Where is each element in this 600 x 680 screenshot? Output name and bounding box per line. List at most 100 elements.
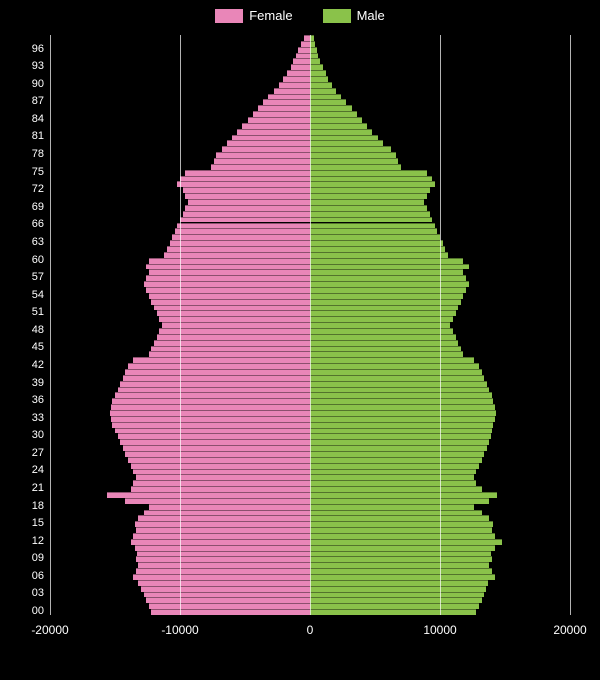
bar-female xyxy=(138,580,310,586)
bar-female xyxy=(149,351,310,357)
swatch-male xyxy=(323,9,351,23)
bar-male xyxy=(310,94,341,100)
bar-male xyxy=(310,228,437,234)
bar-female xyxy=(151,346,310,352)
y-axis-label: 87 xyxy=(16,96,44,107)
bar-female xyxy=(136,527,310,533)
bar-male xyxy=(310,533,495,539)
bar-male xyxy=(310,123,367,129)
bar-female xyxy=(253,111,310,117)
bar-female xyxy=(211,164,310,170)
bar-male xyxy=(310,53,318,59)
bar-female xyxy=(133,357,310,363)
bar-female xyxy=(107,492,310,498)
bar-male xyxy=(310,422,493,428)
bar-male xyxy=(310,299,461,305)
bar-male xyxy=(310,234,440,240)
bar-male xyxy=(310,340,458,346)
y-axis-label: 51 xyxy=(16,307,44,318)
bar-female xyxy=(136,474,310,480)
bar-female xyxy=(128,363,310,369)
gridline xyxy=(440,35,441,615)
legend-label-male: Male xyxy=(357,8,385,23)
bar-male xyxy=(310,539,502,545)
y-axis-label: 54 xyxy=(16,290,44,301)
bar-male xyxy=(310,363,479,369)
bar-male xyxy=(310,592,484,598)
bar-female xyxy=(135,545,311,551)
bar-female xyxy=(144,510,310,516)
y-axis-label: 81 xyxy=(16,131,44,142)
bar-female xyxy=(154,305,310,311)
bar-male xyxy=(310,428,492,434)
bar-male xyxy=(310,463,479,469)
y-axis-label: 69 xyxy=(16,202,44,213)
bar-male xyxy=(310,170,427,176)
bar-female xyxy=(268,94,310,100)
bar-female xyxy=(115,428,310,434)
bar-male xyxy=(310,492,497,498)
y-axis-label: 63 xyxy=(16,237,44,248)
bar-female xyxy=(227,140,310,146)
bar-female xyxy=(180,217,310,223)
bar-male xyxy=(310,205,427,211)
bar-female xyxy=(112,422,310,428)
bar-female xyxy=(279,82,310,88)
bar-female xyxy=(131,486,310,492)
bar-female xyxy=(133,480,310,486)
bar-female xyxy=(214,158,310,164)
chart-area: -20000-100000100002000000030609121518212… xyxy=(50,35,570,645)
bar-female xyxy=(146,287,310,293)
bar-male xyxy=(310,597,482,603)
y-axis-label: 24 xyxy=(16,465,44,476)
bar-female xyxy=(287,70,310,76)
bar-female xyxy=(118,387,310,393)
y-axis-label: 27 xyxy=(16,448,44,459)
bar-male xyxy=(310,527,492,533)
bar-male xyxy=(310,574,495,580)
bar-female xyxy=(242,123,310,129)
bar-male xyxy=(310,140,383,146)
bar-female xyxy=(185,205,310,211)
bar-male xyxy=(310,381,487,387)
bar-male xyxy=(310,451,484,457)
bar-male xyxy=(310,433,491,439)
bar-female xyxy=(118,433,310,439)
bar-female xyxy=(115,392,310,398)
y-axis-label: 12 xyxy=(16,536,44,547)
bar-male xyxy=(310,375,484,381)
bar-male xyxy=(310,580,488,586)
legend-label-female: Female xyxy=(249,8,292,23)
bar-female xyxy=(185,170,310,176)
y-axis-label: 00 xyxy=(16,606,44,617)
bar-male xyxy=(310,334,456,340)
bar-male xyxy=(310,111,357,117)
y-axis-label: 42 xyxy=(16,360,44,371)
bar-male xyxy=(310,310,456,316)
bar-female xyxy=(125,451,310,457)
bar-male xyxy=(310,474,474,480)
bar-female xyxy=(135,521,311,527)
bar-male xyxy=(310,346,461,352)
bar-male xyxy=(310,586,486,592)
y-axis-label: 06 xyxy=(16,571,44,582)
bar-male xyxy=(310,515,489,521)
bar-female xyxy=(222,146,310,152)
bar-female xyxy=(291,64,311,70)
bar-female xyxy=(146,275,310,281)
bar-female xyxy=(144,281,310,287)
bar-male xyxy=(310,217,432,223)
bar-male xyxy=(310,445,487,451)
bar-male xyxy=(310,316,453,322)
bar-male xyxy=(310,70,326,76)
bar-female xyxy=(149,293,310,299)
bar-female xyxy=(283,76,310,82)
bar-male xyxy=(310,603,479,609)
bar-male xyxy=(310,322,450,328)
y-axis-label: 60 xyxy=(16,255,44,266)
bar-female xyxy=(149,504,310,510)
bar-male xyxy=(310,562,489,568)
bar-male xyxy=(310,568,492,574)
bar-male xyxy=(310,556,492,562)
bar-female xyxy=(162,322,310,328)
